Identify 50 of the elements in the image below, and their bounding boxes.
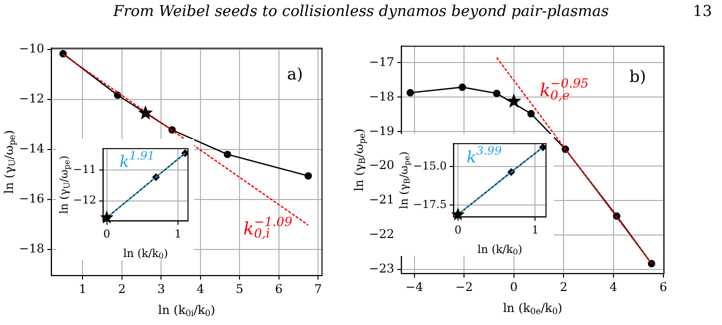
text: 13 <box>692 2 712 20</box>
x-tick-label: 4 <box>610 280 618 294</box>
x-tick-label: 2 <box>118 282 126 296</box>
point <box>539 144 546 151</box>
x-tick-label: 1 <box>174 227 182 240</box>
y-tick-label: −12 <box>18 92 44 106</box>
x-tick-label: 0 <box>103 227 110 240</box>
point <box>458 84 466 91</box>
y-tick-label: −17.5 <box>412 198 447 211</box>
y-tick-label: −18 <box>18 241 44 256</box>
x-tick-label: 1 <box>78 282 87 296</box>
y-tick-label: −14 <box>18 142 45 156</box>
y-tick-label: −15.0 <box>412 160 447 173</box>
annotation: a) <box>286 64 303 84</box>
text: From Weibel seeds to collisionless dynamos beyond pair-plasmas <box>113 2 609 20</box>
y-tick-label: −18 <box>368 89 394 104</box>
point <box>648 260 656 268</box>
point <box>527 110 535 118</box>
x-tick-label: 4 <box>196 282 205 296</box>
x-tick-label: 5 <box>236 282 244 296</box>
y-axis-title: ln (γU/ωpe) <box>2 130 18 194</box>
y-tick-label: −10 <box>18 42 44 56</box>
x-tick-label: 6 <box>659 280 668 294</box>
point <box>506 94 522 108</box>
x-tick-label: −4 <box>405 280 424 294</box>
y-tick-label: −21 <box>368 192 394 207</box>
y-tick-label: −17 <box>368 54 394 69</box>
x-tick-label: 2 <box>560 280 568 294</box>
x-tick-label: 3 <box>157 282 165 296</box>
point <box>224 150 232 158</box>
point <box>304 172 312 180</box>
y-tick-label: −19 <box>368 124 394 138</box>
y-tick-label: −11 <box>72 162 96 176</box>
x-tick-label: 6 <box>275 282 283 296</box>
x-tick-label: 1 <box>532 223 539 236</box>
x-tick-label: 0 <box>510 280 518 294</box>
annotation: b) <box>629 67 646 86</box>
point <box>492 90 500 98</box>
y-tick-label: −20 <box>368 158 394 172</box>
y-axis-title: ln (γB/ωpe) <box>352 128 368 192</box>
point <box>451 207 465 220</box>
point <box>138 105 153 120</box>
x-tick-label: 0 <box>454 223 462 236</box>
point <box>406 89 414 96</box>
y-tick-label: −22 <box>368 227 394 242</box>
x-tick-label: 7 <box>314 282 322 296</box>
y-tick-label: −16 <box>18 192 44 206</box>
y-tick-label: −12 <box>72 194 96 207</box>
y-tick-label: −23 <box>368 262 394 276</box>
x-tick-label: −2 <box>455 280 473 294</box>
